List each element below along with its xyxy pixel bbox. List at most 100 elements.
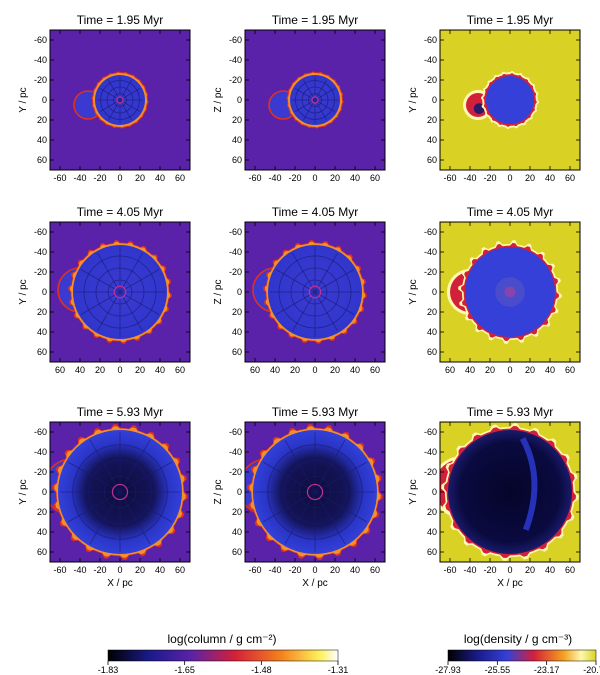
x-tick-label: 40 <box>155 173 165 183</box>
x-tick-label: 60 <box>370 565 380 575</box>
bubble-interior <box>486 76 534 124</box>
x-tick-label: 0 <box>507 565 512 575</box>
y-tick-label: -20 <box>34 75 47 85</box>
x-tick-label: -60 <box>53 565 66 575</box>
panel-title: Time = 1.95 Myr <box>272 13 359 27</box>
panel-title: Time = 5.93 Myr <box>467 405 554 419</box>
panel: Time = 5.93 Myr -60 60 -40 40 -20 20 0 0 20 -20 40 -… <box>408 405 581 589</box>
y-tick-label: 0 <box>237 487 242 497</box>
x-tick-label: -40 <box>463 565 476 575</box>
x-tick-label: -60 <box>443 565 456 575</box>
x-tick-label: 60 <box>175 365 185 375</box>
y-tick-label: 0 <box>42 287 47 297</box>
colorbars: log(column / g cm⁻²) log(density / g cm⁻… <box>98 632 600 675</box>
x-tick-label: 40 <box>465 365 475 375</box>
x-tick-label: -20 <box>483 173 496 183</box>
x-tick-label: -40 <box>268 173 281 183</box>
x-tick-label: 40 <box>155 565 165 575</box>
x-tick-label: 0 <box>507 173 512 183</box>
x-tick-label: 20 <box>95 365 105 375</box>
y-tick-label: 40 <box>37 527 47 537</box>
panel-title: Time = 4.05 Myr <box>272 205 359 219</box>
y-tick-label: 40 <box>427 135 437 145</box>
y-tick-label: -60 <box>34 427 47 437</box>
y-tick-label: -20 <box>424 467 437 477</box>
x-tick-label: 20 <box>525 173 535 183</box>
y-tick-label: -20 <box>34 267 47 277</box>
y-tick-label: 60 <box>37 155 47 165</box>
y-tick-label: 20 <box>232 307 242 317</box>
y-tick-label: 60 <box>427 547 437 557</box>
y-tick-label: -60 <box>229 427 242 437</box>
y-tick-label: -40 <box>424 247 437 257</box>
panel: Time = 5.93 Myr -60 60 -40 40 -20 20 0 0 20 -20 40 -… <box>18 405 191 589</box>
y-tick-label: -20 <box>424 75 437 85</box>
x-tick-label: -20 <box>93 565 106 575</box>
y-tick-label: -20 <box>229 75 242 85</box>
colorbar-density <box>447 649 597 662</box>
colorbar-tick-label: -23.17 <box>534 665 560 675</box>
y-tick-label: -20 <box>229 267 242 277</box>
y-tick-label: 60 <box>37 547 47 557</box>
y-tick-label: 20 <box>232 115 242 125</box>
x-tick-label: 0 <box>312 565 317 575</box>
panel: Time = 1.95 Myr -60 60 -40 40 -20 20 0 0 20 -20 40 -… <box>408 13 581 183</box>
y-tick-label: 40 <box>427 327 437 337</box>
y-tick-label: 60 <box>232 155 242 165</box>
y-tick-label: -60 <box>34 227 47 237</box>
x-tick-label: 60 <box>565 365 575 375</box>
x-tick-label: 20 <box>135 173 145 183</box>
y-tick-label: -60 <box>424 227 437 237</box>
y-tick-label: 60 <box>427 155 437 165</box>
panel-title: Time = 4.05 Myr <box>77 205 164 219</box>
x-tick-label: -60 <box>443 173 456 183</box>
x-tick-label: 0 <box>312 173 317 183</box>
y-tick-label: -60 <box>424 35 437 45</box>
y-axis-label: Z / pc <box>213 87 224 112</box>
y-tick-label: -60 <box>229 227 242 237</box>
x-tick-label: 60 <box>565 565 575 575</box>
x-tick-label: 20 <box>290 365 300 375</box>
colorbar-tick-label: -27.93 <box>435 665 461 675</box>
x-tick-label: 60 <box>175 565 185 575</box>
x-tick-label: 60 <box>175 173 185 183</box>
y-tick-label: 20 <box>37 115 47 125</box>
y-tick-label: 20 <box>427 307 437 317</box>
x-tick-label: 20 <box>330 565 340 575</box>
y-tick-label: -40 <box>34 55 47 65</box>
y-axis-label: Y / pc <box>408 87 419 112</box>
x-tick-label: 60 <box>565 173 575 183</box>
x-tick-label: 60 <box>250 365 260 375</box>
y-tick-label: -60 <box>229 35 242 45</box>
x-tick-label: 0 <box>117 173 122 183</box>
x-tick-label: -20 <box>483 565 496 575</box>
colorbar-tick-label: -25.55 <box>485 665 511 675</box>
x-tick-label: -60 <box>248 565 261 575</box>
x-tick-label: -20 <box>288 565 301 575</box>
y-axis-label: Z / pc <box>213 279 224 304</box>
x-tick-label: 40 <box>155 365 165 375</box>
y-tick-label: 60 <box>232 347 242 357</box>
panel-title: Time = 1.95 Myr <box>467 13 554 27</box>
x-tick-label: 40 <box>270 365 280 375</box>
y-tick-label: 20 <box>37 307 47 317</box>
y-axis-label: Y / pc <box>408 479 419 504</box>
y-tick-label: 40 <box>427 527 437 537</box>
panel-title: Time = 5.93 Myr <box>77 405 164 419</box>
x-axis-label: X / pc <box>497 578 523 589</box>
y-tick-label: 40 <box>37 135 47 145</box>
y-tick-label: -60 <box>424 427 437 437</box>
bubble-interior <box>448 430 572 554</box>
y-tick-label: 0 <box>432 95 437 105</box>
y-tick-label: 40 <box>232 327 242 337</box>
y-tick-label: -40 <box>229 247 242 257</box>
y-tick-label: -40 <box>34 447 47 457</box>
x-tick-label: 60 <box>370 173 380 183</box>
y-tick-label: 60 <box>37 347 47 357</box>
y-tick-label: -20 <box>229 467 242 477</box>
x-tick-label: 20 <box>525 365 535 375</box>
y-tick-label: 20 <box>427 115 437 125</box>
panel: Time = 5.93 Myr -60 60 -40 40 -20 20 0 0 20 -20 40 -… <box>213 405 386 589</box>
colorbar-tick-label: -1.48 <box>251 665 272 675</box>
